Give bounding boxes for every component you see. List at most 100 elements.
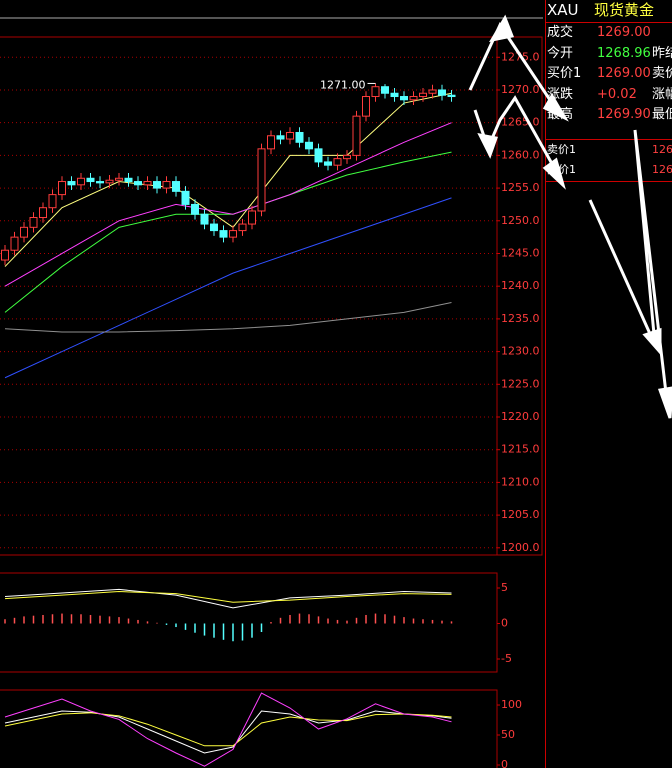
candle-body: [86, 177, 95, 183]
candle-body: [172, 181, 180, 192]
candle-body: [181, 190, 190, 205]
quote-row: 涨跌 +0.02 涨幅: [546, 85, 672, 106]
candle-body: [143, 181, 152, 186]
candle-body: [200, 213, 209, 225]
candle-body: [333, 158, 342, 166]
book-label: 买价1: [547, 163, 576, 176]
y-tick-label: 1265.0: [501, 116, 540, 129]
row-extra: 涨幅: [652, 86, 672, 102]
indicator-line: [4, 591, 452, 603]
indicator-line: [4, 302, 452, 333]
quote-row: 最高 1269.90最低: [546, 105, 672, 126]
y-tick-label: 0: [501, 758, 508, 768]
candle-body: [162, 181, 171, 189]
y-tick-label: 1210.0: [501, 475, 540, 488]
y-tick-label: 1215.0: [501, 443, 540, 456]
row-value: 1268.96: [597, 45, 651, 61]
candle-body: [419, 92, 427, 98]
y-tick-label: 1205.0: [501, 508, 540, 521]
candle-body: [314, 148, 323, 163]
candle-body: [447, 94, 456, 98]
main-frame: [0, 36, 543, 556]
book-price: 1269: [652, 142, 672, 156]
candle-body: [29, 217, 38, 228]
row-label: 最高: [547, 107, 574, 122]
y-tick-label: 1260.0: [501, 148, 540, 161]
quote-row: 今开 1268.96昨结: [546, 44, 672, 65]
candle-body: [96, 181, 104, 184]
candle-body: [105, 179, 114, 184]
y-tick-label: -5: [501, 652, 512, 665]
candle-body: [191, 203, 199, 215]
candle-body: [362, 96, 370, 117]
candle-body: [343, 154, 351, 160]
indicator-line: [4, 197, 452, 379]
candle-body: [124, 177, 133, 183]
candle-body: [390, 92, 399, 98]
y-tick-label: 100: [501, 698, 522, 711]
candle-body: [248, 210, 256, 225]
candle-body: [324, 161, 332, 166]
y-tick-label: 1220.0: [501, 410, 540, 423]
row-extra: 昨结: [652, 45, 672, 61]
order-book: 卖价1 1269 买价1 1269: [546, 138, 672, 182]
candle-body: [257, 148, 266, 212]
candle-body: [210, 223, 218, 232]
chart: 1200.0 1205.0 1210.0 1215.0 1220.0 1225.0 1230…: [0, 17, 543, 768]
candle-body: [371, 86, 380, 98]
annotation: 1271.00: [320, 78, 366, 91]
row-value: 1269.00: [597, 66, 651, 81]
candle-body: [134, 181, 142, 186]
indicator-line: [4, 588, 452, 609]
quote-row: 成交 1269.00: [546, 23, 672, 44]
quote-rows: 成交1269.00今开1268.96昨结买价11269.00卖价涨跌+0.02涨…: [546, 23, 672, 126]
row-label: 买价1: [547, 66, 582, 81]
candle-body: [77, 177, 85, 186]
y-tick-label: 1270.0: [501, 83, 540, 96]
candle-body: [428, 89, 437, 94]
indicator-line: [4, 710, 452, 754]
book-row: 卖价1 1269: [546, 140, 672, 161]
indicator-line: [4, 151, 452, 313]
kdj-frame: [0, 689, 498, 768]
y-tick-label: 1225.0: [501, 377, 540, 390]
row-value: +0.02: [597, 86, 637, 102]
row-label: 成交: [547, 25, 574, 40]
y-tick-label: 1240.0: [501, 279, 540, 292]
candle-body: [276, 135, 285, 140]
candle-body: [58, 181, 66, 196]
candle-body: [409, 96, 418, 101]
candle-body: [305, 141, 313, 150]
y-tick-label: 0: [501, 616, 508, 629]
row-extra: 卖价: [652, 66, 672, 81]
candle-body: [400, 96, 408, 101]
candle-body: [115, 177, 123, 181]
row-value: 1269.90: [597, 107, 651, 122]
y-tick-label: 5: [501, 581, 508, 594]
candle-body: [238, 223, 247, 232]
y-tick-label: 1250.0: [501, 214, 540, 227]
y-tick-label: 1275.0: [501, 50, 540, 63]
book-row: 买价1 1269: [546, 160, 672, 181]
candle-body: [20, 226, 28, 238]
candle-body: [1, 249, 9, 261]
indicator-line: [4, 712, 452, 747]
candle-body: [48, 194, 57, 209]
y-tick-label: 1230.0: [501, 345, 540, 358]
book-label: 卖价1: [547, 142, 576, 156]
candle-body: [381, 86, 389, 94]
y-tick-label: 1245.0: [501, 246, 540, 259]
candle-body: [352, 115, 361, 156]
row-label: 涨跌: [547, 86, 574, 102]
candle-body: [219, 230, 228, 238]
candle-body: [10, 236, 19, 251]
candle-body: [438, 89, 446, 96]
code: XAU: [547, 1, 579, 19]
book-price: 1269: [652, 163, 672, 176]
indicator-line: [4, 692, 452, 767]
indicator-line: [4, 122, 452, 287]
row-label: 今开: [547, 45, 574, 61]
name: 现货黄金: [594, 1, 655, 19]
row-value: 1269.00: [597, 25, 651, 40]
